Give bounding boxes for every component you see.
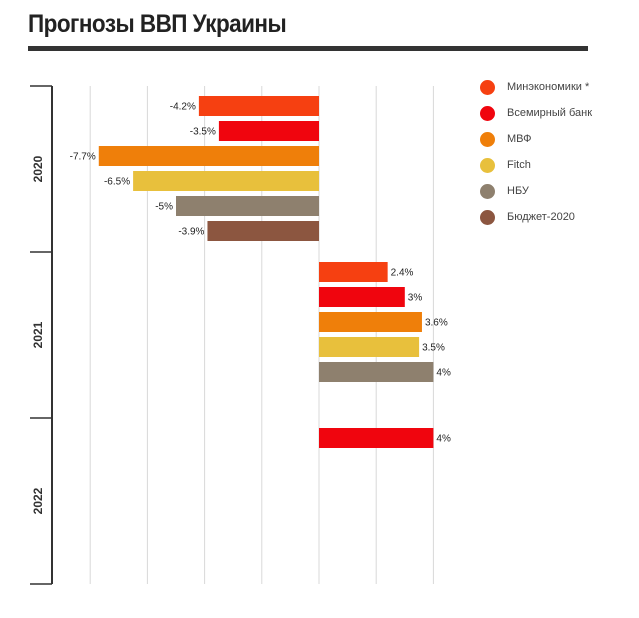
bar [198, 96, 319, 116]
data-label: -3.5% [190, 127, 216, 138]
data-label: -4.2% [170, 102, 196, 113]
legend-label: Бюджет-2020 [507, 211, 575, 223]
data-label: 3% [408, 293, 423, 304]
page-title: Прогнозы ВВП Украины [28, 10, 287, 38]
bar [319, 362, 434, 382]
legend-label: Fitch [507, 159, 531, 171]
legend-label: МВФ [507, 133, 532, 145]
data-label: 4% [436, 434, 451, 445]
bar [218, 121, 319, 141]
data-label: -7.7% [70, 152, 96, 163]
bar [319, 262, 388, 282]
data-label: 2.4% [391, 268, 414, 279]
legend-swatch-icon [480, 80, 495, 95]
bar [98, 146, 319, 166]
data-label: 4% [436, 368, 451, 379]
bar [319, 287, 405, 307]
data-label: -3.9% [178, 227, 204, 238]
bar [176, 196, 319, 216]
legend-label: Минэкономики * [507, 81, 590, 93]
year-label: 2022 [31, 487, 45, 514]
title-divider [28, 46, 588, 51]
bar [319, 312, 422, 332]
legend-swatch-icon [480, 158, 495, 173]
year-label: 2020 [31, 155, 45, 182]
data-label: 3.6% [425, 318, 448, 329]
legend-swatch-icon [480, 106, 495, 121]
legend-swatch-icon [480, 210, 495, 225]
data-label: -5% [155, 202, 173, 213]
bar [319, 337, 420, 357]
data-label: 3.5% [422, 343, 445, 354]
bar [207, 221, 319, 241]
legend-label: НБУ [507, 185, 529, 197]
legend-swatch-icon [480, 132, 495, 147]
bar [319, 428, 434, 448]
data-label: -6.5% [104, 177, 130, 188]
legend-label: Всемирный банк [507, 107, 593, 119]
legend-swatch-icon [480, 184, 495, 199]
bar [133, 171, 319, 191]
year-label: 2021 [31, 321, 45, 348]
